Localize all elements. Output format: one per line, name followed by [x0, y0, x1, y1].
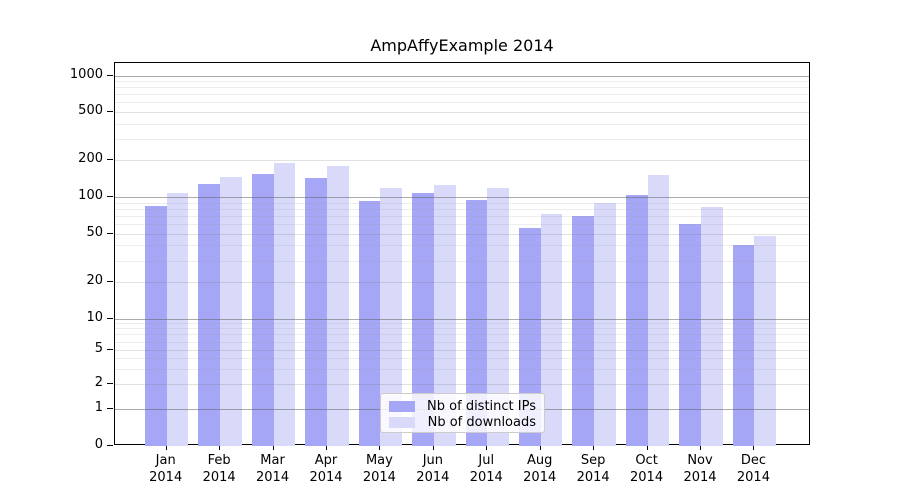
bar-distinct-ips-sep	[572, 215, 595, 446]
bar-distinct-ips-oct	[625, 195, 648, 446]
y-tick-5	[107, 349, 113, 350]
x-tick-nov	[700, 445, 701, 450]
bar-downloads-aug	[540, 213, 563, 446]
x-tick-label-jun: Jun 2014	[416, 453, 450, 485]
legend-label-distinct-ips: Nb of distinct IPs	[427, 398, 536, 414]
bar-downloads-jul	[487, 188, 509, 446]
y-tick-100	[107, 196, 113, 197]
bar-distinct-ips-aug	[519, 227, 541, 446]
x-tick-sep	[593, 445, 595, 450]
bar-distinct-ips-nov	[679, 223, 701, 446]
y-tick-500	[107, 111, 113, 113]
bar-distinct-ips-mar	[251, 173, 274, 446]
x-tick-label-feb: Feb 2014	[202, 453, 236, 485]
y-tick-label-50: 50	[86, 224, 103, 240]
bars-layer	[115, 63, 809, 446]
bar-downloads-apr	[326, 165, 349, 446]
bar-downloads-feb	[220, 177, 242, 446]
y-tick-20	[107, 280, 113, 282]
legend-swatch-downloads	[389, 416, 415, 428]
y-tick-1000	[107, 74, 113, 76]
y-tick-label-2: 2	[94, 375, 103, 390]
x-tick-oct	[646, 445, 648, 450]
x-tick-aug	[539, 445, 541, 450]
y-tick-10	[107, 317, 113, 319]
y-tick-50	[107, 232, 113, 234]
bar-downloads-jun	[433, 185, 456, 446]
y-tick-label-0: 0	[94, 437, 103, 452]
x-tick-label-dec: Dec 2014	[736, 453, 770, 485]
y-tick-0	[107, 445, 113, 446]
bar-distinct-ips-feb	[198, 184, 221, 446]
bar-downloads-sep	[594, 202, 616, 446]
x-tick-label-apr: Apr 2014	[309, 453, 343, 485]
x-tick-jan	[165, 445, 167, 450]
chart-title: AmpAffyExample 2014	[370, 36, 554, 55]
x-tick-jun	[432, 445, 434, 450]
y-tick-200	[107, 159, 113, 161]
x-tick-label-may: May 2014	[362, 453, 396, 485]
x-tick-apr	[325, 445, 327, 450]
bar-distinct-ips-may	[358, 201, 381, 446]
legend-item-distinct-ips: Nb of distinct IPs	[385, 398, 536, 414]
x-tick-label-jan: Jan 2014	[149, 453, 183, 485]
legend: Nb of distinct IPs Nb of downloads	[380, 393, 545, 433]
bar-distinct-ips-jan	[145, 205, 167, 446]
x-tick-mar	[272, 445, 274, 450]
legend-item-downloads: Nb of downloads	[385, 414, 536, 430]
bar-downloads-dec	[754, 235, 777, 446]
y-tick-label-100: 100	[78, 188, 103, 203]
bar-downloads-mar	[273, 163, 296, 446]
bar-distinct-ips-jul	[465, 199, 488, 446]
x-tick-jul	[486, 445, 488, 450]
y-tick-label-500: 500	[78, 103, 103, 119]
y-tick-label-1000: 1000	[69, 66, 103, 82]
y-tick-label-10: 10	[86, 309, 103, 325]
x-tick-label-mar: Mar 2014	[256, 453, 290, 485]
x-tick-label-sep: Sep 2014	[576, 453, 610, 485]
legend-swatch-distinct-ips	[389, 400, 415, 412]
bar-downloads-oct	[647, 174, 670, 446]
y-tick-2	[107, 383, 113, 384]
x-tick-dec	[753, 445, 755, 450]
x-tick-label-jul: Jul 2014	[469, 453, 503, 485]
bar-downloads-jan	[166, 193, 189, 446]
bar-distinct-ips-apr	[305, 177, 327, 446]
y-tick-1	[107, 408, 113, 409]
y-tick-label-200: 200	[78, 151, 103, 167]
y-tick-label-1: 1	[94, 400, 103, 415]
x-tick-may	[379, 445, 381, 450]
x-tick-label-nov: Nov 2014	[683, 453, 717, 485]
bar-downloads-nov	[701, 206, 723, 446]
y-tick-label-5: 5	[94, 341, 103, 356]
y-tick-label-20: 20	[86, 272, 103, 288]
bar-distinct-ips-dec	[732, 245, 755, 446]
x-tick-feb	[219, 445, 221, 450]
bar-downloads-may	[380, 188, 403, 446]
legend-label-downloads: Nb of downloads	[427, 414, 536, 430]
x-tick-label-oct: Oct 2014	[630, 453, 664, 485]
plot-area	[114, 62, 810, 446]
x-tick-label-aug: Aug 2014	[523, 453, 557, 485]
